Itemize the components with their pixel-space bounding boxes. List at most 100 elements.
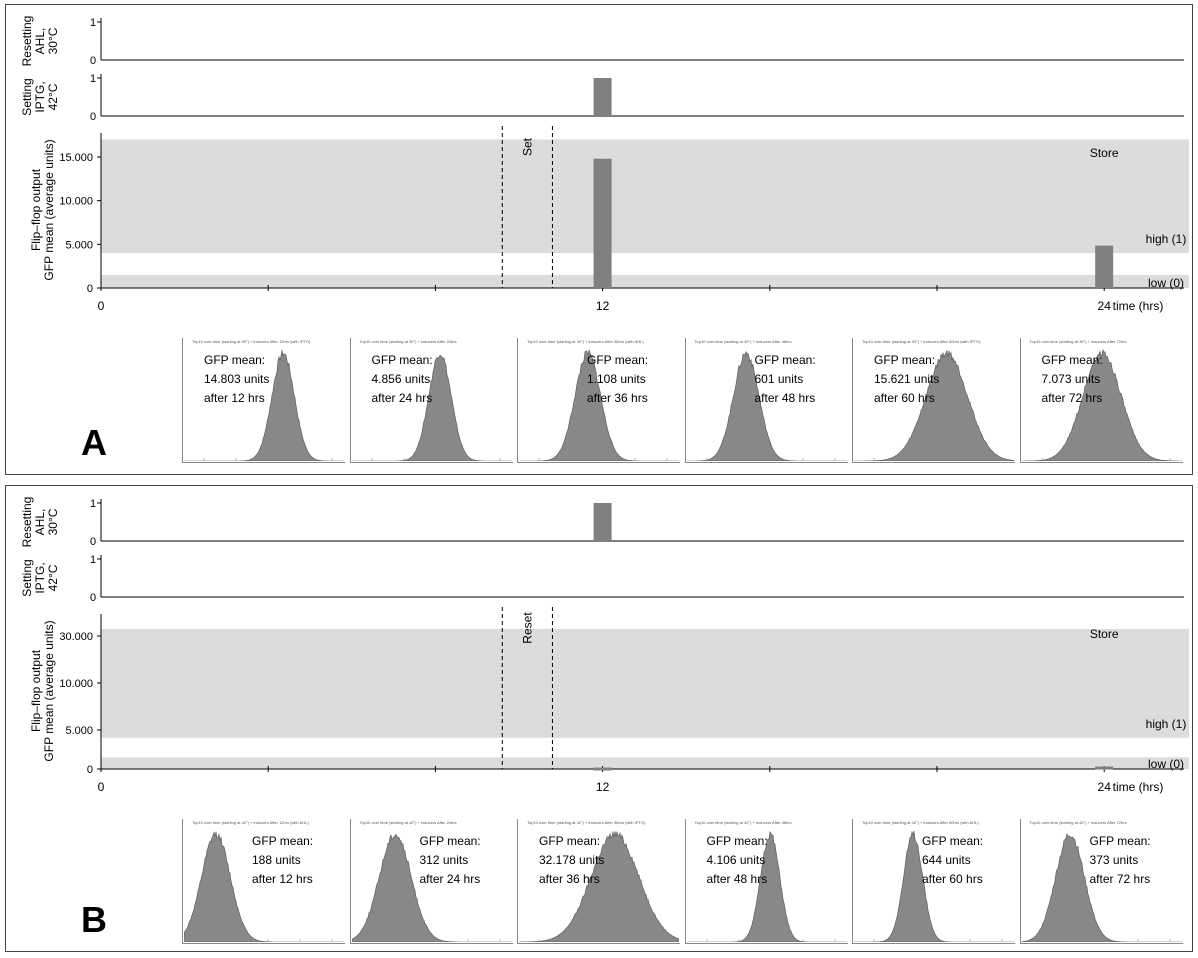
output-y-tick-label: 5.000 (65, 239, 93, 251)
gfp-mean-mean_label: GFP mean: (587, 353, 649, 367)
histogram-inset: Top10 over time (starting at 30°) + indu… (517, 338, 681, 464)
low-band (101, 274, 1189, 288)
histogram-frame (684, 338, 848, 463)
gfp-mean-label: GFP mean: 188 units after 12 hrs (252, 832, 313, 889)
setting-tick-label-0: 0 (90, 111, 96, 123)
histogram-plot (854, 830, 1014, 942)
histogram-distribution (1021, 833, 1182, 942)
resetting-tick-label-1: 1 (90, 17, 96, 29)
gfp-mean-label: GFP mean: 1.108 units after 36 hrs (587, 351, 648, 408)
gfp-mean-value: 601 units (754, 372, 804, 386)
gfp-mean-time: after 60 hrs (922, 872, 983, 886)
output-label-line: GFP mean (average units) (42, 620, 56, 762)
output-y-tick-label: 30.000 (59, 631, 93, 643)
phase-label: Store (1090, 146, 1119, 160)
histogram-inset: Top10 over time (starting at 30°) + indu… (349, 338, 514, 464)
histogram-frame (349, 338, 513, 463)
phase-label: Reset (520, 612, 534, 644)
histogram-plot (519, 831, 679, 942)
histogram-title: Top10 over time (starting at 42°) + indu… (862, 820, 979, 825)
time-tick-label: 0 (98, 780, 105, 794)
histogram-frame (517, 819, 680, 944)
time-tick-label: 24 (1098, 780, 1112, 794)
gfp-mean-time: after 48 hrs (754, 391, 816, 405)
output-y-tick-label: 5.000 (65, 725, 93, 737)
gfp-mean-time: after 48 hrs (706, 872, 768, 886)
histogram-plot (854, 349, 1014, 461)
histogram-plot (184, 349, 344, 461)
histogram-inset: Top10 over time (starting at 30°) + indu… (852, 338, 1016, 464)
gfp-mean-label: GFP mean: 32.178 units after 36 hrs (539, 832, 604, 889)
gfp-mean-label: GFP mean: 14.803 units after 12 hrs (204, 351, 269, 408)
histogram-inset: Top10 over time (starting at 42°) + indu… (852, 819, 1016, 945)
gfp-mean-value: 4.856 units (371, 372, 431, 386)
histogram-frame (517, 338, 680, 463)
histogram-distribution (686, 830, 847, 942)
panel-b: 101005.00010.00030.0000122436486072time … (5, 485, 1193, 952)
gfp-mean-time: after 24 hrs (371, 391, 433, 405)
setting-tick-label-0: 0 (90, 592, 96, 604)
histogram-plot (1021, 833, 1182, 942)
gfp-mean-value: 4.106 units (706, 853, 766, 867)
gfp-mean-time: after 12 hrs (204, 391, 265, 405)
low-band (101, 757, 1189, 769)
gfp-mean-value: 15.621 units (874, 372, 940, 386)
setting-label-line: 42°C (45, 564, 60, 592)
gfp-mean-value: 32.178 units (539, 853, 605, 867)
high-band (101, 628, 1189, 738)
histogram-frame (852, 338, 1015, 463)
setting-label-line: Setting (19, 78, 34, 116)
histogram-plot (351, 355, 512, 461)
setting-pulse-bar (593, 78, 612, 116)
setting-label-line: Setting (19, 559, 34, 597)
gfp-mean-mean_label: GFP mean: (922, 834, 984, 848)
gfp-mean-value: 644 units (922, 853, 971, 867)
low-band-label: low (0) (1148, 757, 1184, 771)
histogram-frame (852, 819, 1015, 944)
histogram-plot (519, 349, 679, 461)
histogram-distribution (184, 349, 344, 461)
histogram-title: Top10 over time (starting at 30°) + indu… (1029, 339, 1127, 344)
histogram-frame (182, 338, 345, 463)
gfp-mean-mean_label: GFP mean: (874, 353, 936, 367)
output-label: Flip–flop output GFP mean (average units) (23, 135, 63, 285)
gfp-mean-value: 373 units (1089, 853, 1139, 867)
time-tick-label: 0 (98, 299, 105, 313)
histogram-inset: Top10 over time (starting at 42°) + indu… (1019, 819, 1184, 945)
gfp-mean-mean_label: GFP mean: (1041, 353, 1103, 367)
histogram-inset: Top10 over time (starting at 42°) + indu… (684, 819, 849, 945)
histogram-inset: Top10 over time (starting at 42°) + indu… (349, 819, 514, 945)
histogram-distribution (184, 831, 344, 942)
setting-label-line: 42°C (45, 83, 60, 111)
histogram-title: Top10 over time (starting at 42°) + indu… (527, 820, 646, 825)
gfp-mean-label: GFP mean: 4.856 units after 24 hrs (372, 351, 433, 408)
gfp-mean-mean_label: GFP mean: (1089, 834, 1151, 848)
panel-tag: B (81, 899, 107, 940)
gfp-mean-bar (1095, 245, 1114, 288)
gfp-mean-label: GFP mean: 4.106 units after 48 hrs (707, 832, 768, 889)
gfp-mean-value: 312 units (419, 853, 469, 867)
histogram-distribution (351, 833, 512, 942)
histogram-title: Top10 over time (starting at 42°) + indu… (1029, 820, 1127, 825)
gfp-mean-value: 1.108 units (587, 372, 646, 386)
time-tick-label: 12 (596, 299, 610, 313)
resetting-tick-label-0: 0 (90, 55, 96, 67)
gfp-mean-time: after 36 hrs (587, 391, 648, 405)
gfp-mean-mean_label: GFP mean: (754, 353, 816, 367)
gfp-mean-time: after 72 hrs (1041, 391, 1103, 405)
histogram-title: Top10 over time (starting at 30°) + indu… (192, 339, 311, 344)
gfp-mean-label: GFP mean: 312 units after 24 hrs (420, 832, 481, 889)
output-y-tick-label: 0 (87, 283, 93, 295)
gfp-mean-time: after 24 hrs (419, 872, 481, 886)
setting-tick-label-1: 1 (90, 73, 96, 85)
resetting-pulse-bar (593, 503, 612, 541)
resetting-tick-label-1: 1 (90, 498, 96, 510)
histogram-distribution (854, 349, 1014, 461)
output-label: Flip–flop output GFP mean (average units) (23, 616, 63, 766)
gfp-mean-value: 14.803 units (204, 372, 270, 386)
time-tick-label: 12 (596, 780, 610, 794)
histogram-distribution (1021, 348, 1182, 461)
histogram-inset: Top10 over time (starting at 42°) + indu… (517, 819, 681, 945)
histogram-frame (1019, 338, 1183, 463)
output-y-tick-label: 0 (87, 764, 93, 776)
